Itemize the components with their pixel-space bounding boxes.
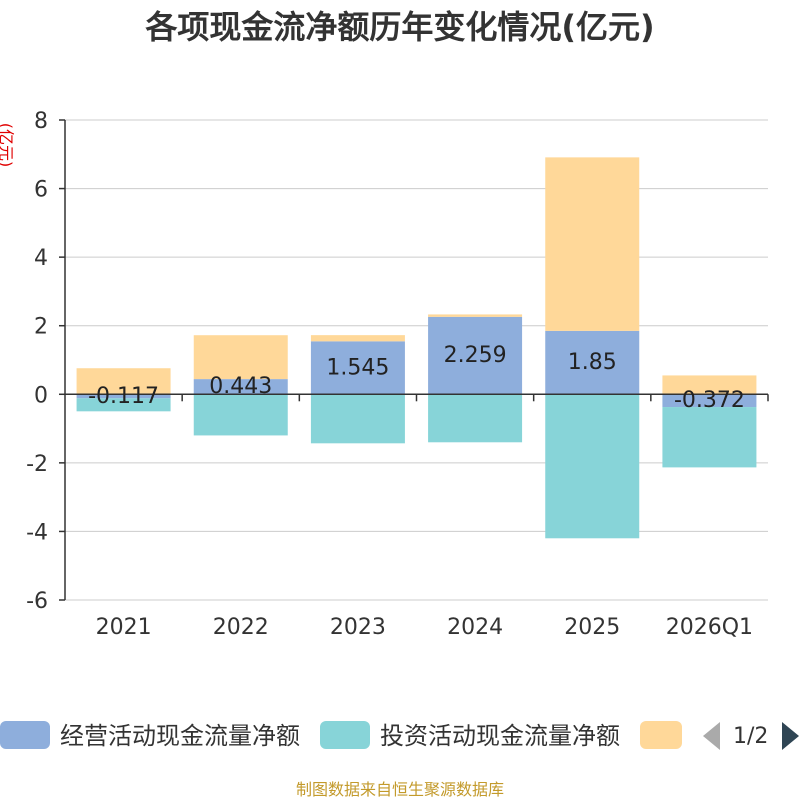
x-tick-label: 2024 xyxy=(447,615,503,640)
x-tick-label: 2021 xyxy=(96,615,152,640)
legend-swatch-operating[interactable] xyxy=(0,721,50,749)
bar-operating-2022[interactable] xyxy=(193,379,288,395)
y-tick-label: -2 xyxy=(26,452,48,477)
data-label-operating-2026Q1: -0.372 xyxy=(674,388,745,413)
y-tick-label: 2 xyxy=(34,315,48,340)
legend-prev-page-icon[interactable] xyxy=(703,722,720,750)
y-axis-name: (亿元) xyxy=(0,123,16,168)
data-label-operating-2024: 2.259 xyxy=(444,343,507,368)
bar-operating-2025[interactable] xyxy=(545,330,640,395)
legend-swatch-series3[interactable] xyxy=(640,721,682,749)
bar-investing-2024[interactable] xyxy=(428,394,523,443)
axes xyxy=(59,119,769,601)
y-tick-label: -4 xyxy=(26,520,48,545)
bar-investing-2025[interactable] xyxy=(545,394,640,539)
data-label-operating-2025: 1.85 xyxy=(568,350,617,375)
x-tick-label: 2025 xyxy=(564,615,620,640)
bar-series3-2026Q1[interactable] xyxy=(662,375,757,395)
chart-title: 各项现金流净额历年变化情况(亿元) xyxy=(145,8,654,46)
legend-next-page-icon[interactable] xyxy=(782,722,799,750)
legend-swatch-investing[interactable] xyxy=(320,721,370,749)
bar-investing-2023[interactable] xyxy=(310,394,405,444)
y-tick-label: -6 xyxy=(26,589,48,614)
data-label-operating-2023: 1.545 xyxy=(326,355,389,380)
x-tick-label: 2026Q1 xyxy=(666,615,753,640)
legend-page-indicator: 1/2 xyxy=(733,724,768,749)
bar-operating-2021[interactable] xyxy=(76,394,171,399)
bar-series3-2025[interactable] xyxy=(545,157,640,331)
x-tick-label: 2022 xyxy=(213,615,269,640)
y-tick-label: 4 xyxy=(34,246,48,271)
bar-operating-2023[interactable] xyxy=(310,341,405,395)
y-tick-label: 6 xyxy=(34,178,48,203)
bar-series3-2021[interactable] xyxy=(76,368,171,395)
x-tick-label: 2023 xyxy=(330,615,386,640)
legend-label-operating[interactable]: 经营活动现金流量净额 xyxy=(60,722,300,750)
legend-item-investing[interactable]: 投资活动现金流量净额 xyxy=(320,721,620,750)
bar-operating-2026Q1[interactable] xyxy=(662,394,757,408)
bars xyxy=(76,157,757,539)
y-tick-label: 0 xyxy=(34,383,48,408)
data-labels: 8 6 4 2 0 -2 -4 -6 -0.117 2021 0.443 2022 1.545 2023 2… xyxy=(26,109,753,640)
bar-operating-2024[interactable] xyxy=(428,316,523,395)
y-tick-label: 8 xyxy=(34,109,48,134)
bar-series3-2024[interactable] xyxy=(428,314,523,317)
bar-investing-2022[interactable] xyxy=(193,394,288,436)
data-label-operating-2022: 0.443 xyxy=(209,374,272,399)
legend-label-investing[interactable]: 投资活动现金流量净额 xyxy=(380,722,620,750)
footer-source: 制图数据来自恒生聚源数据库 xyxy=(296,780,504,799)
legend-item-operating[interactable]: 经营活动现金流量净额 xyxy=(0,721,300,750)
gridlines xyxy=(65,119,768,601)
legend: 经营活动现金流量净额 投资活动现金流量净额 1/2 xyxy=(0,721,799,750)
bar-series3-2023[interactable] xyxy=(310,335,405,342)
bar-investing-2021[interactable] xyxy=(76,398,171,412)
bar-investing-2026Q1[interactable] xyxy=(662,407,757,468)
legend-item-series3[interactable] xyxy=(640,721,682,749)
bar-series3-2022[interactable] xyxy=(193,335,288,380)
data-label-operating-2021: -0.117 xyxy=(88,384,159,409)
